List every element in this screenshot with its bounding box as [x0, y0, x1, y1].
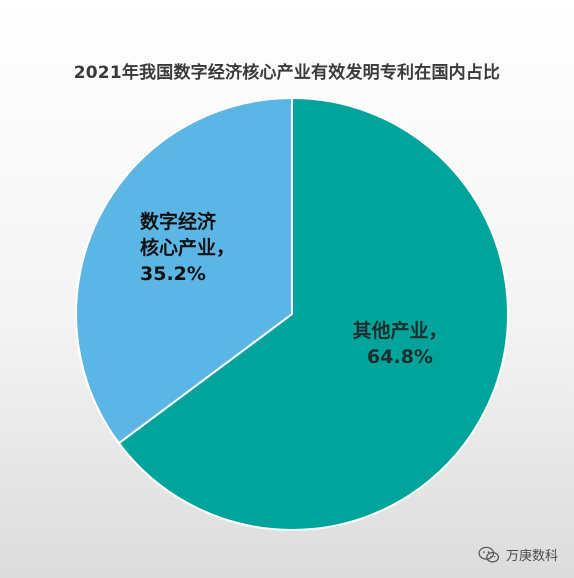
slice-label-line: 35.2% — [140, 263, 206, 285]
slice-label-line: 数字经济 — [140, 210, 217, 233]
slice-label-0: 其他产业， 64.8% — [352, 319, 447, 368]
slice-label-line: 其他产业， — [352, 319, 447, 342]
pie-labels: 其他产业， 64.8% 数字经济核心产业， 35.2% — [140, 210, 448, 368]
pie-slice-1 — [75, 96, 293, 445]
pie-slices — [75, 96, 509, 531]
slice-label-line: 64.8% — [367, 346, 433, 368]
slice-label-line: 核心产业， — [140, 236, 235, 259]
slice-label-1: 数字经济核心产业， 35.2% — [140, 210, 235, 285]
wechat-icon — [478, 546, 500, 563]
watermark-text: 万庚数科 — [505, 549, 558, 564]
pie-slice-0 — [117, 96, 509, 531]
watermark: 万庚数科 — [478, 545, 558, 564]
chart-title: 2021年我国数字经济核心产业有效发明专利在国内占比 — [73, 63, 501, 83]
